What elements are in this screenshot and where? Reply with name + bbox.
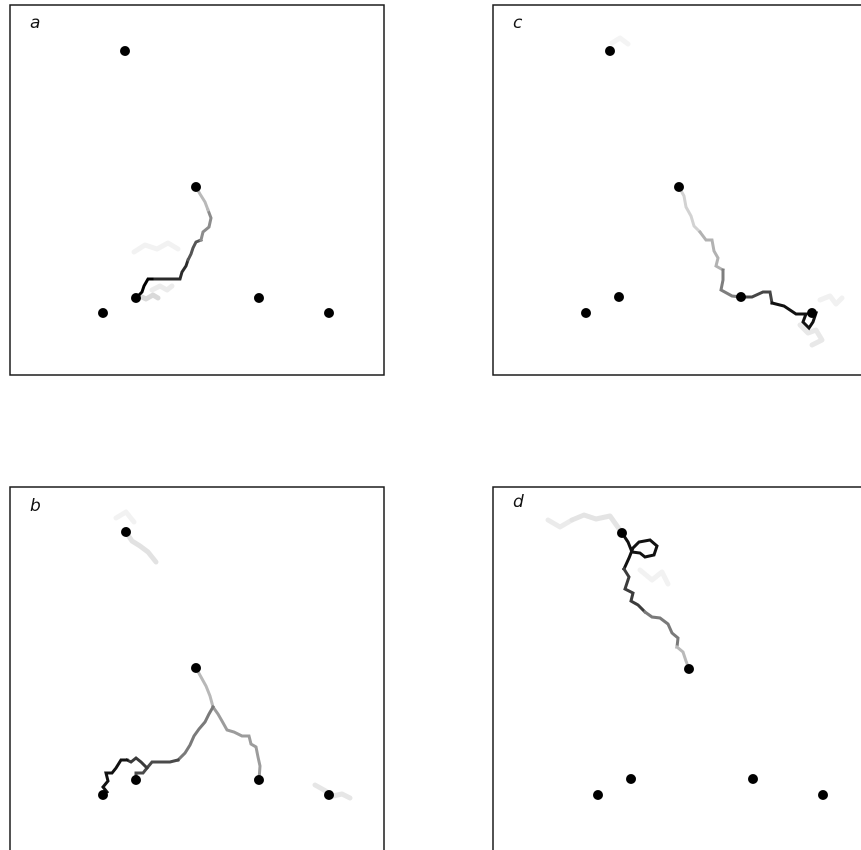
- panel-b-nodes: [98, 527, 334, 800]
- panel-b-node-2: [131, 775, 141, 785]
- panel-a-nodes: [98, 46, 334, 318]
- panel-c-haze-2: [609, 35, 631, 47]
- panel-d-node-5: [818, 790, 828, 800]
- panel-c-path-segment-2: [719, 268, 743, 299]
- panel-b-path-segment-4: [124, 756, 150, 771]
- panel-d-node-1: [684, 664, 694, 674]
- panel-c-path-segment-0: [676, 184, 703, 235]
- panel-a-path-segment-1: [153, 258, 190, 281]
- panel-b-haze-0: [123, 529, 159, 565]
- panel-c-node-0: [605, 46, 615, 56]
- panel-d-haze-1: [545, 517, 575, 530]
- panel-a-path-segment-3: [199, 208, 213, 242]
- panel-c-haze-0: [797, 322, 825, 348]
- panel-c-path-segment-3: [739, 290, 774, 305]
- panel-d-node-2: [626, 774, 636, 784]
- panel-b: b: [9, 486, 385, 850]
- panel-a: a: [9, 4, 385, 376]
- panel-b-path-segment-1: [210, 704, 262, 782]
- panel-a-haze-1: [149, 283, 175, 293]
- panel-c-node-5: [807, 308, 817, 318]
- panel-c-label: c: [513, 13, 523, 33]
- panel-c-path: [676, 184, 819, 331]
- panel-a-node-5: [324, 308, 334, 318]
- panel-c-nodes: [581, 46, 817, 318]
- panel-d-trace-haze: [545, 512, 671, 587]
- panel-a-trace-haze: [131, 240, 181, 302]
- panel-d-path-segment-2: [642, 609, 680, 649]
- panel-d-path-segment-0: [619, 530, 659, 571]
- panel-c-haze-1: [817, 293, 845, 307]
- panel-d-nodes: [593, 528, 828, 800]
- panel-b-node-1: [191, 663, 201, 673]
- panel-d-haze-0: [569, 512, 625, 536]
- panel-c-node-1: [674, 182, 684, 192]
- panel-b-path: [100, 665, 262, 798]
- panel-a-path-segment-2: [185, 238, 203, 263]
- panel-a-haze-0: [137, 292, 161, 302]
- panel-d-haze-2: [637, 567, 671, 587]
- panel-b-label: b: [30, 496, 41, 516]
- panel-a-node-0: [120, 46, 130, 56]
- panel-a-node-1: [191, 182, 201, 192]
- panel-b-path-segment-5: [100, 758, 129, 798]
- panel-d-node-0: [617, 528, 627, 538]
- panel-a-label: a: [30, 13, 40, 33]
- panel-d-path: [619, 530, 691, 671]
- panel-c-trace-haze: [609, 35, 845, 348]
- panel-c-node-3: [581, 308, 591, 318]
- panel-a-haze-2: [131, 240, 181, 255]
- panel-b-node-0: [121, 527, 131, 537]
- panel-b-node-5: [324, 790, 334, 800]
- panel-d-node-3: [593, 790, 603, 800]
- panel-b-path-segment-0: [193, 665, 215, 709]
- panel-d-path-segment-1: [621, 566, 648, 615]
- panel-d-label: d: [513, 492, 524, 512]
- panel-b-path-segment-3: [134, 758, 180, 782]
- panel-d-frame: [492, 486, 861, 850]
- panel-a-node-4: [254, 293, 264, 303]
- panel-a-path-segment-0: [133, 277, 157, 301]
- panel-a-node-3: [98, 308, 108, 318]
- panel-d: d: [492, 486, 861, 850]
- panel-a-node-2: [131, 293, 141, 303]
- panel-d-node-4: [748, 774, 758, 784]
- panel-c-node-4: [736, 292, 746, 302]
- panel-c: c: [492, 4, 861, 376]
- panel-b-node-3: [98, 790, 108, 800]
- panel-b-node-4: [254, 775, 264, 785]
- panel-b-haze-2: [113, 509, 137, 525]
- panel-b-path-segment-2: [175, 704, 216, 763]
- panel-c-path-segment-1: [697, 229, 726, 273]
- panel-c-node-2: [614, 292, 624, 302]
